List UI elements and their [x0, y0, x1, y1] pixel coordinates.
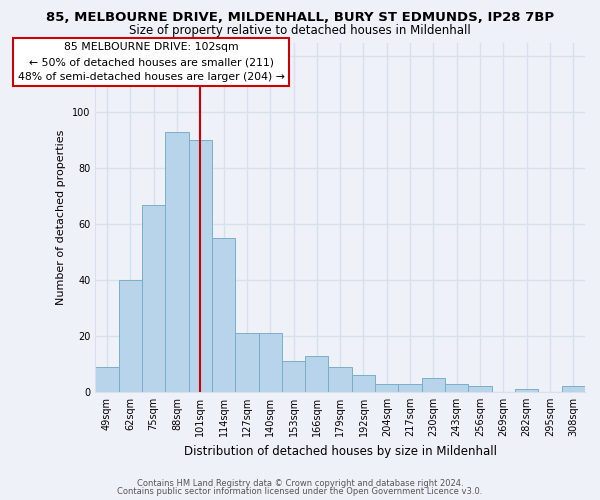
Bar: [562, 386, 585, 392]
Bar: [188, 140, 212, 392]
Bar: [259, 333, 282, 392]
Bar: [375, 384, 398, 392]
Bar: [95, 367, 119, 392]
Bar: [469, 386, 492, 392]
Bar: [398, 384, 422, 392]
X-axis label: Distribution of detached houses by size in Mildenhall: Distribution of detached houses by size …: [184, 444, 497, 458]
Bar: [515, 389, 538, 392]
Bar: [282, 361, 305, 392]
Bar: [212, 238, 235, 392]
Bar: [352, 375, 375, 392]
Bar: [328, 367, 352, 392]
Text: Contains public sector information licensed under the Open Government Licence v3: Contains public sector information licen…: [118, 487, 482, 496]
Bar: [422, 378, 445, 392]
Y-axis label: Number of detached properties: Number of detached properties: [56, 130, 67, 305]
Bar: [165, 132, 188, 392]
Text: 85 MELBOURNE DRIVE: 102sqm
← 50% of detached houses are smaller (211)
48% of sem: 85 MELBOURNE DRIVE: 102sqm ← 50% of deta…: [18, 42, 284, 82]
Bar: [445, 384, 469, 392]
Bar: [235, 333, 259, 392]
Text: Size of property relative to detached houses in Mildenhall: Size of property relative to detached ho…: [129, 24, 471, 37]
Bar: [142, 204, 165, 392]
Text: Contains HM Land Registry data © Crown copyright and database right 2024.: Contains HM Land Registry data © Crown c…: [137, 478, 463, 488]
Bar: [305, 356, 328, 392]
Bar: [119, 280, 142, 392]
Text: 85, MELBOURNE DRIVE, MILDENHALL, BURY ST EDMUNDS, IP28 7BP: 85, MELBOURNE DRIVE, MILDENHALL, BURY ST…: [46, 11, 554, 24]
